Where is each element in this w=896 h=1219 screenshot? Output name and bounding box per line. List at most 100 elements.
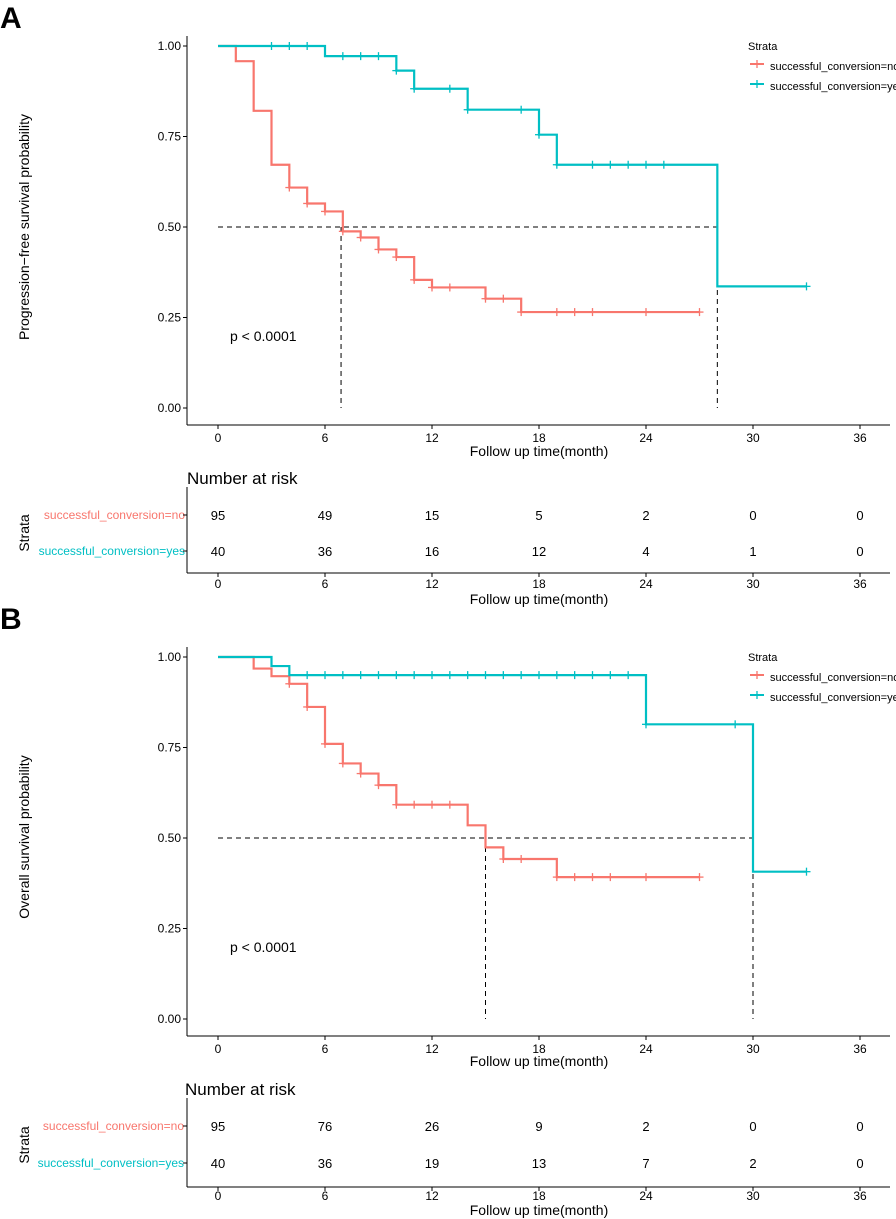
x-tick-label-a: 6 [322, 431, 329, 445]
risk-count-a-yes: 40 [211, 544, 225, 559]
risk-count-b-no: 95 [211, 1119, 225, 1134]
risk-table-grid-b: 95 76 26 9 2 0 0 40 36 19 13 7 2 0 0 6 12 18 24 30 36 [183, 1098, 890, 1203]
y-tick-label-a: 0.00 [158, 401, 182, 415]
y-axis-title-a: Progression−free survival probability [16, 114, 32, 340]
risk-x-axis-title-a: Follow up time(month) [470, 591, 609, 607]
legend-b: Strata successful_conversion=no successf… [748, 652, 896, 704]
risk-x-tick-label-a: 12 [425, 577, 439, 591]
risk-count-a-yes: 16 [425, 544, 439, 559]
risk-x-tick-label-b: 30 [746, 1189, 760, 1203]
km-curve-a-yes [218, 44, 807, 288]
km-curve-a-no [218, 44, 700, 314]
legend-label-b-no: successful_conversion=no [770, 672, 896, 684]
risk-row-label-a-no: successful_conversion=no [44, 508, 185, 522]
legend-label-a-no: successful_conversion=no [770, 61, 896, 73]
x-tick-label-b: 18 [532, 1042, 546, 1056]
risk-count-b-no: 2 [642, 1119, 649, 1134]
risk-x-axis-title-b: Follow up time(month) [470, 1202, 609, 1218]
risk-count-a-no: 0 [856, 508, 863, 523]
risk-table-title-a: Number at risk [187, 469, 298, 488]
x-tick-label-b: 6 [322, 1042, 329, 1056]
legend-key-b-no [750, 671, 764, 679]
y-tick-label-a: 0.25 [158, 311, 182, 325]
risk-count-a-no: 95 [211, 508, 225, 523]
risk-count-a-yes: 4 [642, 544, 649, 559]
x-tick-label-a: 30 [746, 431, 760, 445]
panel-letter-a: A [0, 2, 22, 35]
legend-label-b-yes: successful_conversion=yes [770, 692, 896, 704]
risk-count-b-no: 9 [535, 1119, 542, 1134]
legend-key-a-no [750, 60, 764, 68]
risk-count-a-yes: 1 [749, 544, 756, 559]
legend-title-a: Strata [748, 41, 778, 53]
x-tick-label-a: 36 [853, 431, 867, 445]
risk-count-b-no: 26 [425, 1119, 439, 1134]
legend-a: Strata successful_conversion=no successf… [748, 41, 896, 93]
x-tick-label-b: 30 [746, 1042, 760, 1056]
x-tick-label-b: 24 [639, 1042, 653, 1056]
risk-count-b-no: 0 [856, 1119, 863, 1134]
risk-x-tick-label-a: 18 [532, 577, 546, 591]
y-tick-label-b: 1.00 [158, 650, 182, 664]
y-tick-label-a: 1.00 [158, 39, 182, 53]
risk-row-label-b-yes: successful_conversion=yes [38, 1156, 184, 1170]
legend-key-a-yes [750, 80, 764, 88]
risk-x-tick-label-b: 36 [853, 1189, 867, 1203]
risk-count-a-no: 15 [425, 508, 439, 523]
risk-x-tick-label-a: 0 [215, 577, 222, 591]
risk-table-a: Number at risk Strata successful_convers… [16, 469, 890, 607]
risk-count-a-no: 2 [642, 508, 649, 523]
risk-x-tick-label-a: 36 [853, 577, 867, 591]
km-curve-b-no [218, 655, 700, 879]
risk-count-b-no: 76 [318, 1119, 332, 1134]
risk-row-label-b-no: successful_conversion=no [43, 1119, 184, 1133]
risk-count-b-yes: 36 [318, 1156, 332, 1171]
p-value-a: p < 0.0001 [230, 328, 297, 344]
y-tick-label-b: 0.75 [158, 741, 182, 755]
risk-x-tick-label-b: 0 [215, 1189, 222, 1203]
legend-label-a-yes: successful_conversion=yes [770, 81, 896, 93]
y-tick-label-a: 0.75 [158, 130, 182, 144]
risk-count-b-yes: 13 [532, 1156, 546, 1171]
x-tick-label-a: 12 [425, 431, 439, 445]
panel-letter-b: B [0, 603, 22, 636]
x-tick-label-b: 12 [425, 1042, 439, 1056]
risk-count-a-no: 49 [318, 508, 332, 523]
panel-a: A 0.000.250.500.751.000 6 12 18 24 30 36 Progr… [0, 2, 896, 607]
risk-count-b-yes: 7 [642, 1156, 649, 1171]
x-tick-label-a: 0 [215, 431, 222, 445]
y-tick-label-b: 0.50 [158, 831, 182, 845]
risk-count-b-yes: 0 [856, 1156, 863, 1171]
risk-x-tick-label-b: 24 [639, 1189, 653, 1203]
p-value-b: p < 0.0001 [230, 939, 297, 955]
risk-count-b-yes: 19 [425, 1156, 439, 1171]
x-axis-title-a: Follow up time(month) [470, 443, 609, 459]
risk-x-tick-label-b: 6 [322, 1189, 329, 1203]
km-plot-a: 0.00 0.25 0.50 0.75 1.00 0 6 12 18 24 30 36 [158, 36, 890, 445]
risk-x-tick-label-a: 24 [639, 577, 653, 591]
risk-count-a-no: 0 [749, 508, 756, 523]
risk-strata-label-b: Strata [16, 1126, 32, 1164]
x-tick-label-b: 0 [215, 1042, 222, 1056]
risk-count-b-yes: 2 [749, 1156, 756, 1171]
x-tick-label-a: 24 [639, 431, 653, 445]
risk-count-a-yes: 0 [856, 544, 863, 559]
legend-key-b-yes [750, 691, 764, 699]
y-tick-label-a: 0.50 [158, 220, 182, 234]
x-tick-label-a: 18 [532, 431, 546, 445]
x-tick-label-b: 36 [853, 1042, 867, 1056]
risk-count-b-yes: 40 [211, 1156, 225, 1171]
risk-strata-label-a: Strata [16, 514, 32, 552]
y-axis-title-b: Overall survival probability [16, 755, 32, 918]
risk-table-title-b: Number at risk [185, 1080, 296, 1099]
km-plot-b: 0.00 0.25 0.50 0.75 1.00 0 6 12 18 24 30 36 [158, 647, 890, 1056]
x-axis-title-b: Follow up time(month) [470, 1053, 609, 1069]
risk-table-b: Number at risk Strata successful_convers… [16, 1080, 890, 1218]
risk-x-tick-label-a: 30 [746, 577, 760, 591]
risk-row-label-a-yes: successful_conversion=yes [39, 544, 185, 558]
risk-count-a-no: 5 [535, 508, 542, 523]
risk-count-a-yes: 36 [318, 544, 332, 559]
y-tick-label-b: 0.25 [158, 922, 182, 936]
risk-x-tick-label-a: 6 [322, 577, 329, 591]
